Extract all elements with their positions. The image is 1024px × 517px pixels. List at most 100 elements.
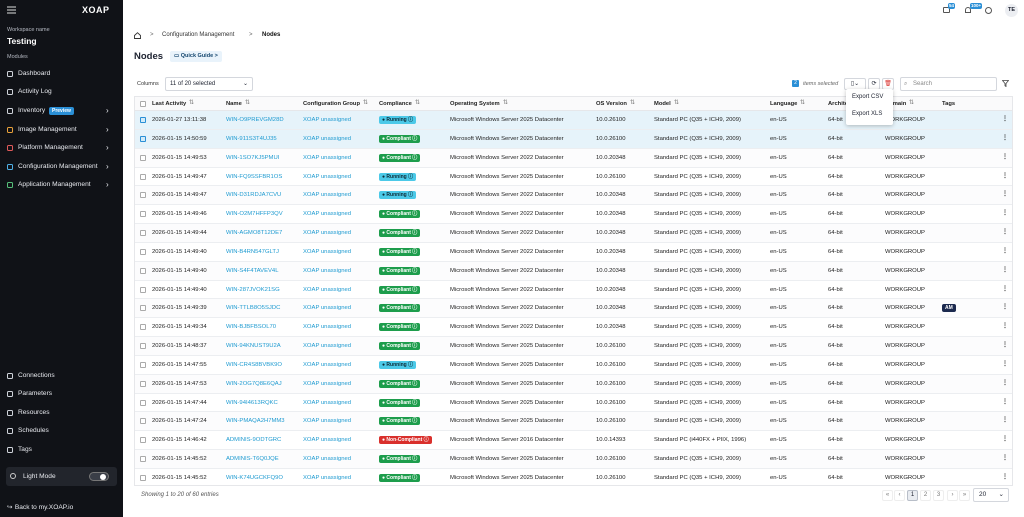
row-checkbox[interactable]: [140, 136, 146, 142]
column-header[interactable]: Name: [226, 101, 242, 107]
nav-item[interactable]: Configuration Management: [18, 163, 98, 170]
table-row[interactable]: 2026-01-15 14:47:44WIN-94I4613RQKCXOAP u…: [135, 394, 1013, 413]
link-cell[interactable]: WIN-TTLB8O5SJDC: [226, 305, 280, 311]
row-checkbox[interactable]: [140, 230, 146, 236]
link-cell[interactable]: WIN-1SO7KJ5PMUI: [226, 155, 279, 161]
table-row[interactable]: 2026-01-15 14:45:52ADMINIS-T6Q0JQEXOAP u…: [135, 450, 1013, 469]
nav-item[interactable]: Image Management: [18, 126, 77, 133]
row-menu[interactable]: ⋮: [1002, 229, 1008, 235]
link-cell[interactable]: XOAP unassigned: [303, 230, 351, 236]
row-checkbox[interactable]: [140, 287, 146, 293]
row-menu[interactable]: ⋮: [1002, 474, 1008, 480]
row-checkbox[interactable]: [140, 249, 146, 255]
help-icon[interactable]: [985, 7, 992, 14]
workspace-name[interactable]: Testing: [7, 36, 37, 46]
link-cell[interactable]: XOAP unassigned: [303, 155, 351, 161]
next-page[interactable]: ›: [947, 490, 958, 501]
table-row[interactable]: 2026-01-15 14:49:40WIN-B4RN547GLTJXOAP u…: [135, 243, 1013, 262]
column-header[interactable]: OS Version: [596, 101, 627, 107]
last-page[interactable]: »: [959, 490, 970, 501]
page-button[interactable]: 3: [933, 490, 944, 501]
row-menu[interactable]: ⋮: [1002, 455, 1008, 461]
row-menu[interactable]: ⋮: [1002, 267, 1008, 273]
link-cell[interactable]: XOAP unassigned: [303, 117, 351, 123]
link-cell[interactable]: XOAP unassigned: [303, 268, 351, 274]
export-csv[interactable]: Export CSV: [852, 94, 883, 100]
row-menu[interactable]: ⋮: [1002, 399, 1008, 405]
page-size-value[interactable]: 20: [979, 491, 986, 498]
link-cell[interactable]: XOAP unassigned: [303, 456, 351, 462]
back-link[interactable]: ↪ Back to my.XOAP.io: [7, 503, 73, 511]
light-mode-toggle[interactable]: [89, 472, 109, 481]
column-header[interactable]: Language: [770, 101, 797, 107]
row-menu[interactable]: ⋮: [1002, 135, 1008, 141]
table-row[interactable]: 2026-01-15 14:49:40WIN-S4F4TAVEV4LXOAP u…: [135, 262, 1013, 281]
link-cell[interactable]: XOAP unassigned: [303, 418, 351, 424]
row-checkbox[interactable]: [140, 456, 146, 462]
row-checkbox[interactable]: [140, 362, 146, 368]
column-header[interactable]: Tags: [942, 101, 955, 107]
link-cell[interactable]: WIN-AGMO8T12DE7: [226, 230, 282, 236]
nav-item[interactable]: Activity Log: [18, 88, 52, 95]
column-header[interactable]: Compliance: [379, 101, 412, 107]
nav-item[interactable]: Resources: [18, 409, 50, 416]
row-menu[interactable]: ⋮: [1002, 417, 1008, 423]
row-checkbox[interactable]: [140, 418, 146, 424]
link-cell[interactable]: XOAP unassigned: [303, 136, 351, 142]
menu-icon[interactable]: [7, 6, 16, 14]
link-cell[interactable]: ADMINIS-9ODTGRC: [226, 437, 281, 443]
nav-item[interactable]: Platform Management: [18, 144, 83, 151]
row-checkbox[interactable]: [140, 117, 146, 123]
row-menu[interactable]: ⋮: [1002, 116, 1008, 122]
column-header[interactable]: Last Activity: [152, 101, 186, 107]
link-cell[interactable]: WIN-287JVOK21SG: [226, 287, 280, 293]
link-cell[interactable]: ADMINIS-T6Q0JQE: [226, 456, 279, 462]
row-menu[interactable]: ⋮: [1002, 380, 1008, 386]
link-cell[interactable]: XOAP unassigned: [303, 475, 351, 481]
table-row[interactable]: 2026-01-15 14:47:53WIN-2OG7Q8E6QAJXOAP u…: [135, 375, 1013, 394]
row-menu[interactable]: ⋮: [1002, 342, 1008, 348]
link-cell[interactable]: XOAP unassigned: [303, 437, 351, 443]
row-checkbox[interactable]: [140, 268, 146, 274]
link-cell[interactable]: WIN-D31RDJA7CVU: [226, 192, 281, 198]
row-checkbox[interactable]: [140, 174, 146, 180]
link-cell[interactable]: WIN-O2M7HFFP3QV: [226, 211, 283, 217]
row-checkbox[interactable]: [140, 381, 146, 387]
table-row[interactable]: 2026-01-15 14:49:47WIN-FQ9SSFBR1OSXOAP u…: [135, 168, 1013, 187]
header-checkbox[interactable]: [140, 101, 146, 107]
row-menu[interactable]: ⋮: [1002, 248, 1008, 254]
row-checkbox[interactable]: [140, 324, 146, 330]
row-menu[interactable]: ⋮: [1002, 154, 1008, 160]
link-cell[interactable]: WIN-B4RN547GLTJ: [226, 249, 279, 255]
page-size-select[interactable]: 20⌄: [973, 488, 1009, 502]
table-row[interactable]: 2026-01-15 14:50:59WIN-911S3T4UJ35XOAP u…: [135, 130, 1013, 149]
link-cell[interactable]: XOAP unassigned: [303, 249, 351, 255]
row-checkbox[interactable]: [140, 437, 146, 443]
export-xls[interactable]: Export XLS: [852, 111, 882, 117]
row-menu[interactable]: ⋮: [1002, 286, 1008, 292]
row-checkbox[interactable]: [140, 305, 146, 311]
columns-select-value[interactable]: 11 of 20 selected: [170, 81, 215, 87]
table-row[interactable]: 2026-01-15 14:49:34WIN-BJBFBSOL70XOAP un…: [135, 318, 1013, 337]
table-row[interactable]: 2026-01-15 14:49:47WIN-D31RDJA7CVUXOAP u…: [135, 186, 1013, 205]
link-cell[interactable]: XOAP unassigned: [303, 192, 351, 198]
row-menu[interactable]: ⋮: [1002, 436, 1008, 442]
row-menu[interactable]: ⋮: [1002, 361, 1008, 367]
link-cell[interactable]: WIN-O9PREVGM28D: [226, 117, 284, 123]
row-menu[interactable]: ⋮: [1002, 173, 1008, 179]
prev-page[interactable]: ‹: [894, 490, 905, 501]
column-header[interactable]: Configuration Group: [303, 101, 360, 107]
quick-guide-button[interactable]: ▭ Quick Guide >: [170, 51, 222, 62]
nav-item[interactable]: Schedules: [18, 427, 49, 434]
link-cell[interactable]: WIN-BJBFBSOL70: [226, 324, 276, 330]
nav-item[interactable]: Parameters: [18, 390, 52, 397]
home-icon[interactable]: [134, 32, 141, 39]
link-cell[interactable]: XOAP unassigned: [303, 362, 351, 368]
row-checkbox[interactable]: [140, 475, 146, 481]
table-row[interactable]: 2026-01-15 14:47:24WIN-PMAQA2H7MM3XOAP u…: [135, 412, 1013, 431]
link-cell[interactable]: XOAP unassigned: [303, 211, 351, 217]
page-button[interactable]: 1: [907, 490, 918, 501]
table-row[interactable]: 2026-01-15 14:48:37WIN-94KNUST9U2AXOAP u…: [135, 337, 1013, 356]
column-header[interactable]: Operating System: [450, 101, 500, 107]
avatar[interactable]: TE: [1005, 4, 1018, 17]
